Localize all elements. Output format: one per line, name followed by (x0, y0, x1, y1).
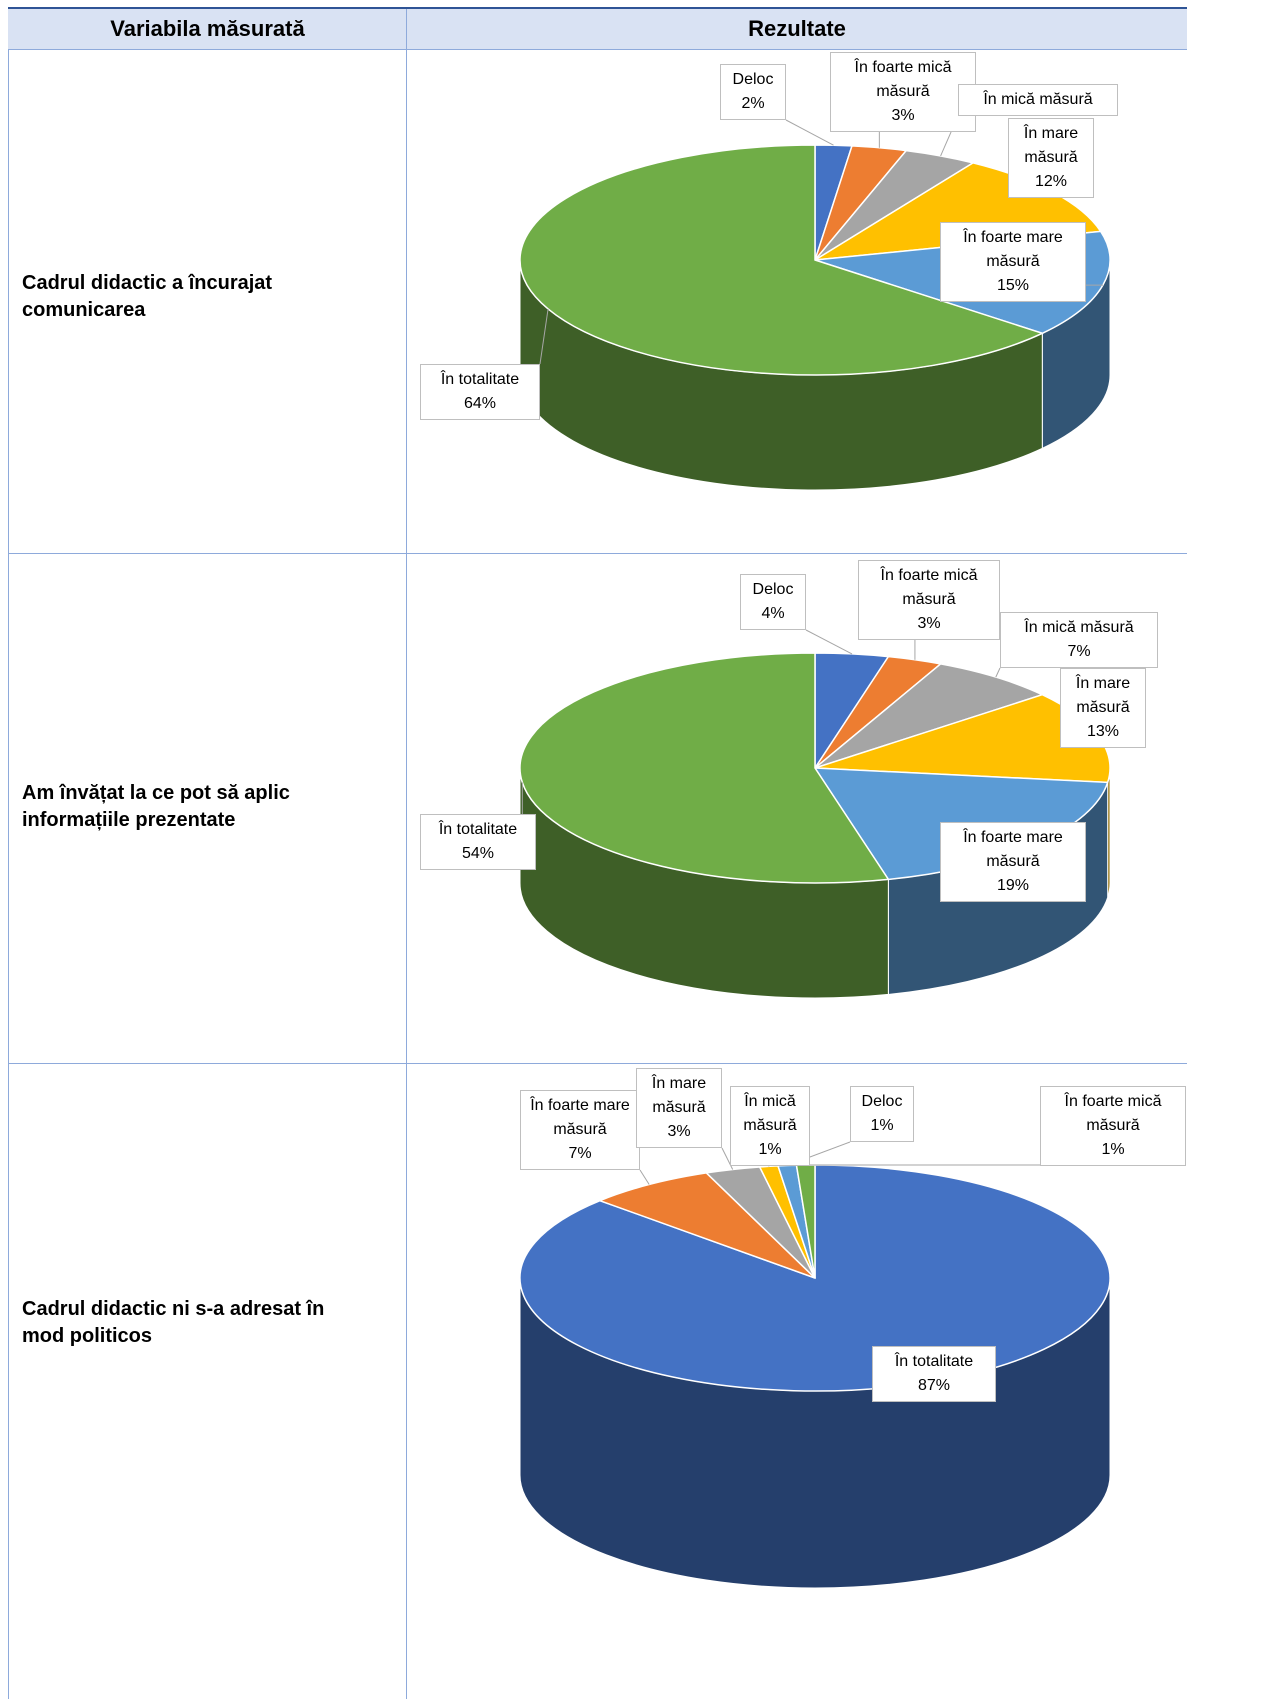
data-label: În foarte mică măsură 1% (1040, 1086, 1186, 1166)
label-value: 3% (667, 1123, 691, 1140)
data-label: În totalitate 64% (420, 364, 540, 420)
data-label: Deloc 2% (720, 64, 786, 120)
data-label: În foarte mare măsură 7% (520, 1090, 640, 1170)
grid (8, 49, 1187, 50)
label-category: În mică măsură (1024, 619, 1134, 636)
data-label: În foarte mică măsură 3% (830, 52, 976, 132)
label-category: În mare măsură (1075, 675, 1131, 716)
label-value: 12% (1034, 173, 1068, 190)
label-value: 64% (463, 395, 497, 412)
label-category: În foarte mică măsură (1064, 1093, 1162, 1134)
label-value: 54% (461, 845, 495, 862)
data-label: În foarte mare măsură 15% (940, 222, 1086, 302)
header-row (8, 9, 1187, 49)
row-label: Cadrul didactic a încurajat comunicarea (22, 272, 273, 321)
label-value: 2% (741, 95, 765, 112)
label-category: În foarte mică măsură (854, 59, 952, 100)
data-label: În mare măsură 12% (1008, 118, 1094, 198)
label-value: 7% (568, 1145, 592, 1162)
data-label: În mare măsură 13% (1060, 668, 1146, 748)
label-value: 4% (761, 605, 785, 622)
label-value: 1% (1101, 1141, 1125, 1158)
label-category: În foarte mare măsură (963, 829, 1063, 870)
grid (8, 49, 9, 1699)
data-label: Deloc 1% (850, 1086, 914, 1142)
label-category: În foarte mare măsură (963, 229, 1063, 270)
leader-line (805, 629, 853, 655)
pie-slice (814, 663, 1045, 769)
label-value: 13% (1086, 723, 1120, 740)
label-category: În totalitate (894, 1353, 974, 1370)
top-rule (8, 7, 1187, 9)
data-label: În mică măsură (958, 84, 1118, 116)
row-label: Am învățat la ce pot să aplic informații… (22, 782, 290, 831)
label-category: În mică măsură (983, 91, 1093, 108)
header-cell: Rezultate (748, 16, 846, 41)
leader-line (995, 667, 1001, 678)
data-label: În mică măsură 7% (1000, 612, 1158, 668)
leader-line (539, 308, 549, 365)
data-label: În mică măsură 1% (730, 1086, 810, 1166)
row-label: Cadrul didactic ni s-a adresat în mod po… (22, 1298, 325, 1347)
pie-slice (519, 144, 1045, 376)
data-label: În foarte mare măsură 19% (940, 822, 1086, 902)
leader-line (639, 1169, 650, 1185)
leader-line (785, 119, 834, 146)
data-label: Deloc 4% (740, 574, 806, 630)
label-category: În foarte mare măsură (530, 1097, 630, 1138)
label-value: 1% (758, 1141, 782, 1158)
label-value: 3% (891, 107, 915, 124)
label-value: 15% (996, 277, 1030, 294)
label-value: 7% (1067, 643, 1091, 660)
data-label: În totalitate 87% (872, 1346, 996, 1402)
label-category: În foarte mică măsură (880, 567, 978, 608)
label-category: Deloc (732, 71, 774, 88)
label-category: Deloc (861, 1093, 903, 1110)
data-label: În totalitate 54% (420, 814, 536, 870)
label-category: În mică măsură (743, 1093, 797, 1134)
label-category: În mare măsură (1023, 125, 1079, 166)
label-value: 87% (917, 1377, 951, 1394)
label-category: În totalitate (440, 371, 520, 388)
grid (8, 1063, 1187, 1064)
grid (406, 9, 407, 1699)
pie-slice (597, 1172, 816, 1279)
label-value: 19% (996, 877, 1030, 894)
label-category: În totalitate (438, 821, 518, 838)
grid (8, 553, 1187, 554)
header-cell: Variabila măsurată (110, 16, 305, 41)
data-label: În mare măsură 3% (636, 1068, 722, 1148)
label-value: 3% (917, 615, 941, 632)
label-category: Deloc (752, 581, 794, 598)
data-label: În foarte mică măsură 3% (858, 560, 1000, 640)
label-value: 1% (870, 1117, 894, 1134)
label-category: În mare măsură (651, 1075, 707, 1116)
